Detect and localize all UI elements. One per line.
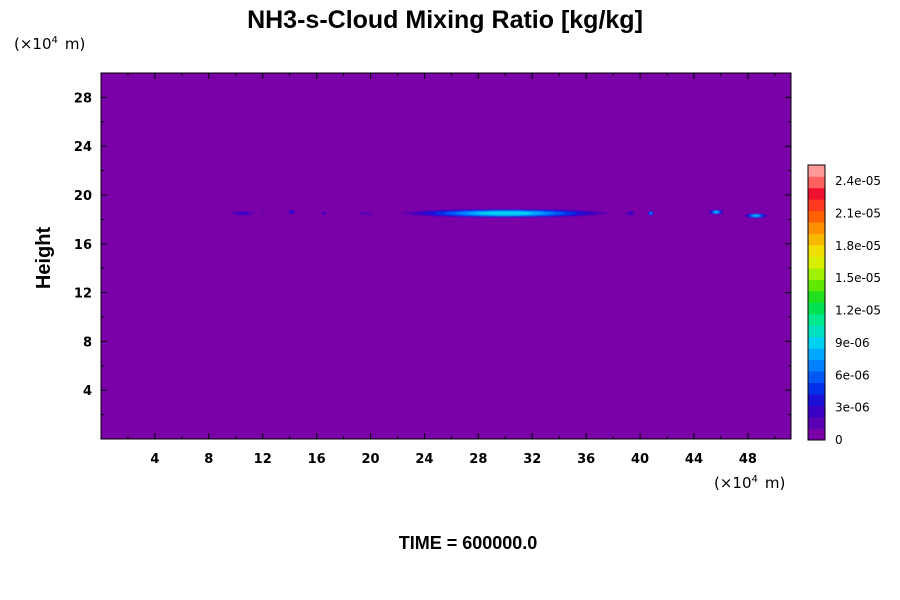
colorbar-swatch [808,359,825,372]
cloud-feature-3 [286,209,297,215]
colorbar-swatch [808,291,825,303]
cloud-feature-2 [261,208,266,214]
x-tick-label: 40 [631,452,649,467]
colorbar-swatch [808,405,825,418]
y-axis-unit: (×104 m) [14,35,85,53]
cloud-feature-9 [707,209,725,215]
colorbar-tick-label: 1.2e-05 [835,304,881,318]
y-tick-label: 8 [83,335,92,350]
colorbar-tick-label: 6e-06 [835,368,870,382]
x-tick-label: 24 [415,452,433,467]
colorbar-swatch [808,245,825,257]
cloud-contour [262,209,265,213]
colorbar-tick-label: 2.1e-05 [835,207,881,221]
cloud-contour [713,211,719,214]
x-tick-label: 48 [739,452,757,467]
x-axis-unit: (×104 m) [714,474,785,492]
colorbar-swatch [808,371,825,384]
cloud-contour [477,211,534,216]
plot-background [101,73,791,439]
colorbar-swatch [808,165,825,177]
colorbar-swatch [808,199,825,212]
colorbar-swatch [808,256,825,269]
colorbar: 0 3e-06 6e-06 9e-06 1.2e-05 1.5e-05 1.8e-05 2.1… [807,164,881,447]
colorbar-swatch [808,210,825,223]
y-tick-label: 16 [74,238,92,253]
x-axis-ticks: 4 8 12 16 20 24 28 32 36 40 44 48 [127,73,776,467]
cloud-feature-5 [354,210,378,217]
y-unit-exp: 4 [52,35,58,46]
x-unit-exp: 4 [752,474,758,485]
cloud-contour [649,212,652,215]
y-axis-ticks: 4 8 12 16 20 24 28 [74,91,791,416]
colorbar-swatch [808,394,825,406]
colorbar-swatch [808,279,825,292]
cloud-contour [289,210,294,214]
colorbar-swatch [808,187,825,200]
colorbar-tick-label: 1.5e-05 [835,271,881,285]
colorbar-swatch [808,325,825,338]
x-tick-label: 44 [685,452,703,467]
y-tick-label: 24 [74,140,92,155]
x-unit-prefix: (×10 [714,474,752,492]
cloud-feature-10 [742,212,770,219]
cloud-feature-7 [623,210,638,216]
x-tick-label: 16 [308,452,326,467]
colorbar-swatch [808,313,825,326]
x-tick-label: 12 [254,452,272,467]
y-unit-prefix: (×10 [14,35,52,53]
time-label: TIME = 600000.0 [399,533,538,553]
colorbar-swatch [808,428,825,441]
cloud-contour [235,211,250,215]
cloud-contour [752,214,760,217]
x-tick-label: 8 [204,452,213,467]
x-unit-suffix: m) [765,474,785,492]
colorbar-swatch [808,302,825,315]
cloud-contour [322,211,326,215]
colorbar-tick-label: 1.8e-05 [835,239,881,253]
colorbar-swatch [808,382,825,395]
plot-frame [100,72,792,440]
cloud-feature-4 [320,210,328,216]
x-tick-label: 4 [150,452,159,467]
colorbar-tick-label: 2.4e-05 [835,174,881,188]
cloud-feature-6 [390,208,620,219]
x-tick-label: 32 [523,452,541,467]
y-unit-suffix: m) [65,35,85,53]
y-tick-label: 12 [74,287,92,302]
y-axis-label: Height [33,227,55,290]
cloud-feature-1 [226,210,259,217]
cloud-features [226,208,770,219]
colorbar-swatch [808,417,825,429]
y-tick-label: 4 [83,384,92,399]
x-tick-label: 28 [469,452,487,467]
colorbar-swatch [808,268,825,280]
colorbar-swatch [808,336,825,349]
colorbar-swatch [808,176,825,189]
y-tick-label: 28 [74,91,92,106]
colorbar-frame [807,164,826,441]
colorbar-tick-label: 9e-06 [835,336,870,350]
colorbar-tick-label: 0 [835,433,843,447]
colorbar-swatch [808,233,825,246]
cloud-feature-8 [646,210,655,216]
colorbar-tick-label: 3e-06 [835,401,870,415]
colorbar-swatch [808,348,825,361]
cloud-contour [627,211,634,215]
chart-title: NH3-s-Cloud Mixing Ratio [kg/kg] [247,6,643,34]
y-tick-label: 20 [74,189,92,204]
cloud-contour [359,211,373,216]
x-tick-label: 36 [577,452,595,467]
x-tick-label: 20 [361,452,379,467]
colorbar-swatch [808,222,825,235]
